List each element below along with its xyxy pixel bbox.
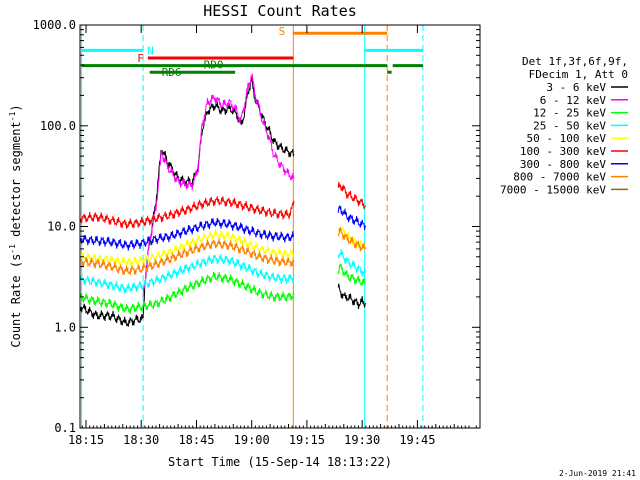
- y-axis-ticks: 0.1 1.0 10.0 100.0 1000.0: [33, 18, 480, 435]
- legend-entry-8: 7000 - 15000 keV: [500, 183, 606, 196]
- series-line-4-1: [337, 226, 366, 251]
- series-line-6-1: [337, 204, 367, 230]
- x-tick-label-5: 19:30: [344, 433, 380, 447]
- flag-label-rd6: RD6: [162, 66, 182, 79]
- legend-entry-1: 6 - 12 keV: [540, 94, 607, 107]
- legend-entry-5: 100 - 300 keV: [520, 145, 606, 158]
- legend: Det 1f,3f,6f,9f, FDecim 1, Att 0 3 - 6 k…: [500, 55, 628, 196]
- series-line-5-1: [337, 181, 366, 210]
- x-tick-label-1: 18:30: [123, 433, 159, 447]
- legend-entry-3: 25 - 50 keV: [533, 119, 606, 132]
- timestamp: 2-Jun-2019 21:41: [559, 469, 636, 478]
- y-tick-label-0: 0.1: [54, 421, 76, 435]
- series-line-3-1: [337, 249, 367, 277]
- series-lines: [80, 73, 367, 327]
- y-tick-label-4: 1000.0: [33, 18, 76, 32]
- x-tick-label-2: 18:45: [178, 433, 214, 447]
- series-line-2-1: [337, 263, 367, 286]
- series-line-3-0: [80, 254, 295, 294]
- series-line-7-1: [337, 226, 367, 252]
- series-line-7-0: [80, 238, 295, 275]
- x-tick-label-6: 19:45: [399, 433, 435, 447]
- series-line-5-0: [80, 196, 295, 229]
- legend-entry-4: 50 - 100 keV: [527, 132, 607, 145]
- x-tick-label-3: 19:00: [234, 433, 270, 447]
- y-tick-label-2: 10.0: [47, 220, 76, 234]
- series-line-2-0: [80, 271, 295, 315]
- x-tick-label-4: 19:15: [289, 433, 325, 447]
- series-line-0-0: [80, 76, 295, 327]
- x-axis-ticks: 18:15 18:30 18:45 19:00 19:15 19:30 19:45: [68, 25, 477, 447]
- legend-header-line2: FDecim 1, Att 0: [529, 68, 628, 81]
- legend-entry-0: 3 - 6 keV: [546, 81, 606, 94]
- y-tick-label-3: 100.0: [40, 119, 76, 133]
- flag-label-s: S: [279, 25, 286, 38]
- x-axis-label: Start Time (15-Sep-14 18:13:22): [168, 455, 392, 469]
- x-tick-label-0: 18:15: [68, 433, 104, 447]
- flag-label-f: F: [137, 52, 144, 65]
- flag-bars: N S F RD0 RD6: [81, 25, 423, 79]
- legend-entry-7: 800 - 7000 keV: [513, 171, 606, 184]
- legend-entry-6: 300 - 800 keV: [520, 158, 606, 171]
- y-axis-label: Count Rate (s-1 detector segment-1): [8, 104, 23, 347]
- series-line-6-0: [80, 218, 294, 251]
- flag-label-n: N: [147, 44, 154, 57]
- flag-label-rd0: RD0: [204, 59, 224, 72]
- series-line-4-0: [80, 229, 295, 268]
- series-line-1-0: [142, 73, 295, 297]
- legend-entry-2: 12 - 25 keV: [533, 107, 606, 120]
- series-line-0-1: [337, 283, 367, 309]
- y-tick-label-1: 1.0: [54, 320, 76, 334]
- chart-title: HESSI Count Rates: [203, 2, 357, 20]
- legend-header-line1: Det 1f,3f,6f,9f,: [522, 55, 628, 68]
